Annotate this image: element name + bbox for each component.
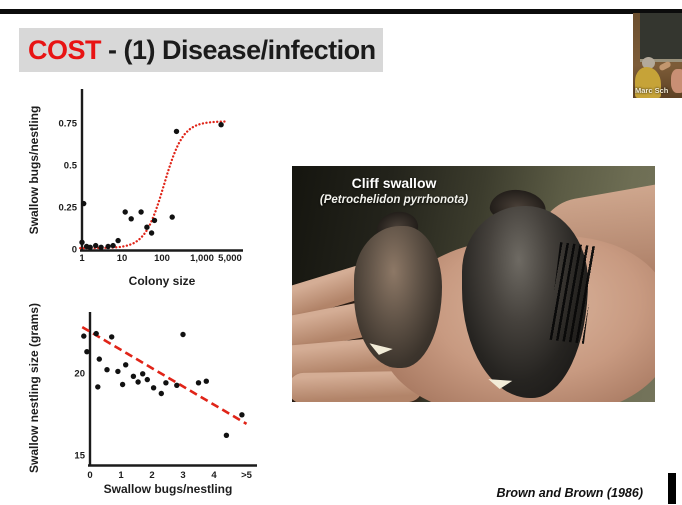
data-point bbox=[239, 412, 245, 418]
x-axis-title: Colony size bbox=[129, 274, 196, 288]
x-tick-label: >5 bbox=[241, 470, 253, 481]
data-point bbox=[81, 333, 87, 339]
corner-black-mark bbox=[668, 473, 676, 504]
speaker-shirt-illustration bbox=[635, 67, 661, 98]
data-point bbox=[150, 385, 157, 391]
data-point bbox=[115, 368, 121, 375]
data-point bbox=[123, 362, 129, 368]
citation-text: Brown and Brown (1986) bbox=[496, 486, 643, 500]
x-tick-label: 5,000 bbox=[218, 253, 242, 264]
x-tick-label: 4 bbox=[211, 470, 217, 481]
speaker-head-illustration bbox=[642, 57, 655, 69]
data-point bbox=[95, 384, 101, 390]
data-point bbox=[105, 243, 111, 250]
slide-title-bar: COST - (1) Disease/infection bbox=[19, 28, 383, 72]
data-point bbox=[144, 224, 150, 230]
data-point bbox=[84, 349, 90, 355]
photo-caption: Cliff swallow (Petrochelidon pyrrhonota) bbox=[310, 174, 478, 208]
data-point bbox=[148, 230, 155, 236]
data-point bbox=[158, 390, 164, 397]
data-point bbox=[135, 379, 141, 385]
data-point bbox=[195, 380, 202, 386]
y-axis-title: Swallow nestling size (grams) bbox=[27, 303, 41, 473]
x-tick-label: 1,000 bbox=[190, 253, 214, 264]
data-point bbox=[151, 217, 158, 224]
data-point bbox=[115, 237, 121, 244]
data-point bbox=[174, 382, 180, 388]
x-tick-label: 0 bbox=[87, 470, 92, 481]
chalkboard-illustration bbox=[640, 13, 682, 62]
x-tick-label: 3 bbox=[180, 470, 185, 481]
x-tick-label: 10 bbox=[117, 253, 128, 264]
data-point bbox=[119, 381, 126, 388]
data-point bbox=[109, 334, 115, 340]
x-tick-label: 1 bbox=[79, 253, 85, 264]
data-point bbox=[93, 242, 99, 249]
data-point bbox=[218, 122, 224, 128]
slide-title-text: - (1) Disease/infection bbox=[101, 34, 376, 65]
data-point bbox=[98, 244, 104, 250]
nestling-beak bbox=[487, 379, 513, 390]
x-tick-label: 1 bbox=[118, 470, 124, 481]
y-tick-label: 15 bbox=[74, 451, 85, 462]
y-tick-label: 0.25 bbox=[59, 203, 78, 214]
chart-bugs-vs-colony-size: 1 10 100 1,000 5,000 0 0.25 0.5 0.75 Colony size S… bbox=[27, 89, 243, 288]
data-point bbox=[96, 356, 103, 362]
audience-illustration bbox=[671, 69, 682, 93]
data-point bbox=[79, 239, 85, 245]
y-tick-label: 20 bbox=[74, 369, 85, 380]
cliff-swallow-photo: Cliff swallow (Petrochelidon pyrrhonota) bbox=[292, 166, 655, 402]
speaker-hand-illustration bbox=[658, 60, 672, 72]
data-point bbox=[140, 371, 146, 377]
data-point bbox=[138, 209, 144, 215]
nestling-small bbox=[354, 226, 442, 368]
y-tick-label: 0.5 bbox=[64, 161, 78, 172]
data-point bbox=[169, 214, 175, 220]
x-tick-label: 100 bbox=[154, 253, 170, 264]
species-latin-name: (Petrochelidon pyrrhonota) bbox=[319, 193, 469, 206]
y-tick-label: 0.75 bbox=[59, 119, 78, 130]
x-axis-title: Swallow bugs/nestling bbox=[104, 482, 233, 496]
data-point bbox=[130, 373, 137, 379]
data-point bbox=[173, 128, 180, 135]
x-tick-label: 2 bbox=[149, 470, 154, 481]
data-point bbox=[180, 331, 186, 338]
data-point bbox=[128, 216, 134, 222]
data-point bbox=[87, 244, 93, 250]
data-point bbox=[223, 432, 230, 438]
data-point bbox=[81, 200, 87, 207]
data-point bbox=[93, 330, 99, 337]
trend-line bbox=[81, 325, 248, 425]
data-point bbox=[104, 367, 110, 373]
data-point bbox=[122, 209, 128, 215]
species-name: Cliff swallow bbox=[351, 175, 437, 191]
participant-name-label: Marc Sch bbox=[635, 86, 669, 95]
chart-nestling-size-vs-bugs: 0 1 2 3 4 >5 15 20 Swallow bugs/nestling Swallow … bbox=[27, 303, 257, 496]
top-divider-bar bbox=[0, 9, 682, 14]
data-point bbox=[163, 380, 169, 386]
webcam-thumbnail[interactable]: Marc Sch bbox=[633, 13, 682, 98]
data-point bbox=[110, 242, 116, 249]
data-point bbox=[144, 376, 150, 383]
y-tick-label: 0 bbox=[72, 245, 77, 256]
slide-title-highlight: COST bbox=[28, 34, 102, 65]
y-axis-title: Swallow bugs/nestling bbox=[27, 106, 41, 235]
data-point bbox=[203, 378, 209, 384]
fit-curve bbox=[79, 120, 229, 250]
